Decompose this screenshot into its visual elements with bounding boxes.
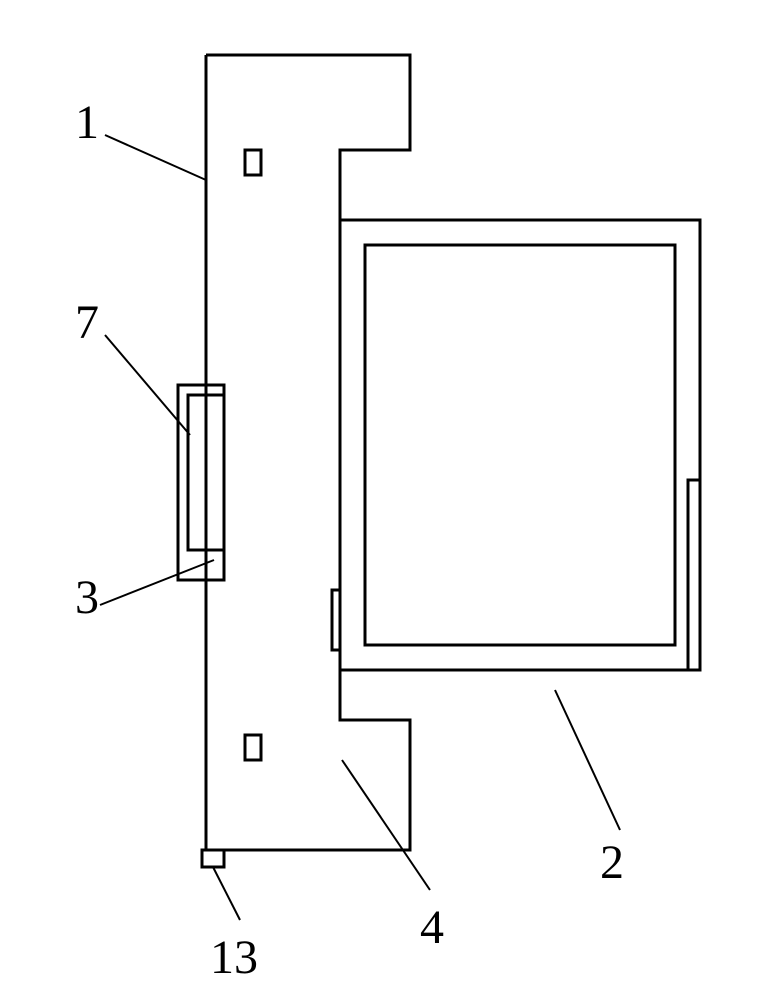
callout-label-13: 13 (210, 930, 258, 985)
callout-label-4: 4 (420, 900, 444, 955)
callout-label-1: 1 (75, 95, 99, 150)
callout-label-7: 7 (75, 295, 99, 350)
callout-label-2: 2 (600, 835, 624, 890)
callout-label-3: 3 (75, 570, 99, 625)
